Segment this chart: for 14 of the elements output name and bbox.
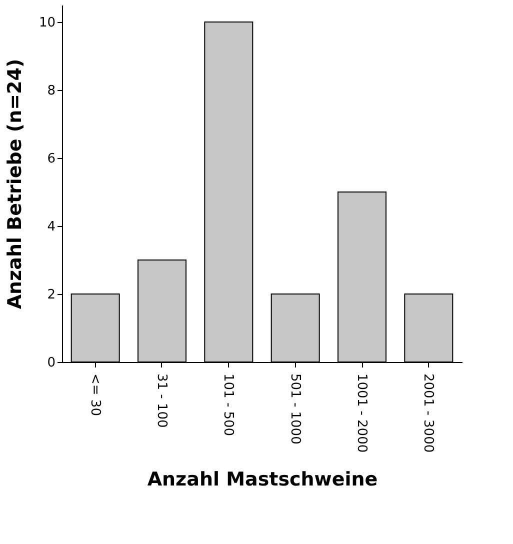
x-tick-label: 2001 - 3000 — [420, 374, 436, 453]
x-tick-label: 101 - 500 — [220, 374, 236, 436]
y-tick-label: 2 — [47, 288, 56, 302]
y-axis-title: Anzahl Betriebe (n=24) — [4, 58, 26, 310]
y-tick-label: 6 — [47, 152, 56, 166]
y-tick-label: 0 — [47, 356, 56, 370]
y-tick-label: 4 — [47, 220, 56, 234]
x-tick-label: <= 30 — [87, 374, 102, 416]
x-tick-label: 1001 - 2000 — [354, 374, 369, 453]
x-axis-title: Anzahl Mastschweine — [147, 468, 378, 491]
x-tick-label: 31 - 100 — [154, 374, 169, 428]
y-tick-label: 10 — [38, 16, 56, 30]
y-tick-label: 8 — [47, 84, 56, 98]
x-tick-label: 501 - 1000 — [287, 374, 302, 444]
